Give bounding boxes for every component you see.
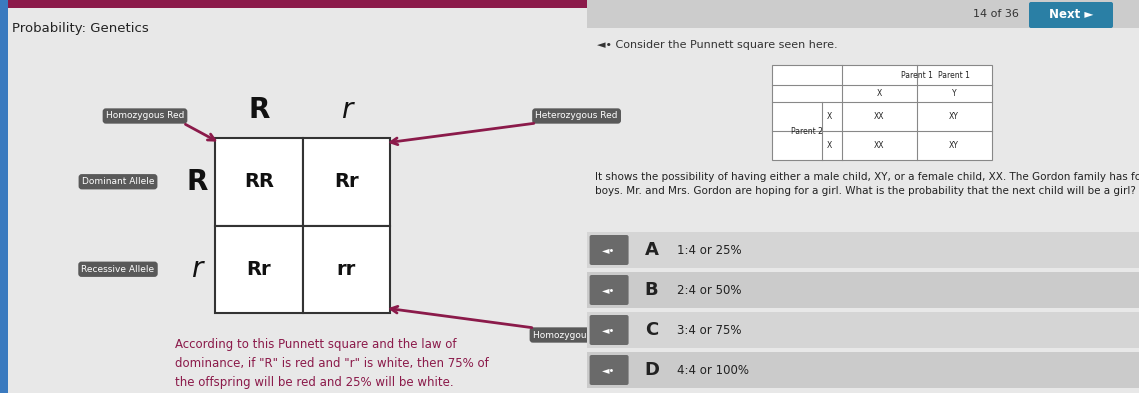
Text: X: X (827, 141, 833, 150)
Text: XY: XY (949, 112, 959, 121)
Text: According to this Punnett square and the law of
dominance, if "R" is red and "r": According to this Punnett square and the… (175, 338, 489, 389)
Text: ◄•: ◄• (603, 325, 616, 335)
Text: Next ►: Next ► (1049, 9, 1093, 22)
FancyBboxPatch shape (590, 235, 629, 265)
Text: Parent 2: Parent 2 (790, 127, 822, 136)
FancyBboxPatch shape (590, 355, 629, 385)
Bar (587, 232, 1139, 268)
Text: r: r (341, 96, 352, 124)
Text: 14 of 36: 14 of 36 (973, 9, 1019, 19)
Text: Y: Y (952, 89, 957, 98)
Text: Homozygous Red: Homozygous Red (106, 112, 185, 121)
Bar (215, 226, 303, 313)
Text: XX: XX (874, 141, 884, 150)
Text: ◄•: ◄• (603, 245, 616, 255)
Text: R: R (248, 96, 270, 124)
Bar (215, 138, 303, 226)
Text: ◄•: ◄• (603, 285, 616, 295)
Text: A: A (645, 241, 658, 259)
Text: Homozygous White: Homozygous White (533, 331, 621, 340)
Text: Heterozygous Red: Heterozygous Red (535, 112, 617, 121)
Bar (587, 312, 1139, 348)
Bar (587, 0, 1139, 28)
Bar (587, 272, 1139, 308)
Text: rr: rr (337, 260, 355, 279)
Text: Parent 1: Parent 1 (901, 70, 933, 79)
Text: X: X (827, 112, 833, 121)
Text: Recessive Allele: Recessive Allele (81, 265, 155, 274)
Text: XX: XX (874, 112, 884, 121)
Text: Dominant Allele: Dominant Allele (82, 177, 154, 186)
Bar (303, 138, 390, 226)
Text: 4:4 or 100%: 4:4 or 100% (677, 364, 748, 376)
Text: It shows the possibility of having either a male child, XY, or a female child, X: It shows the possibility of having eithe… (595, 172, 1139, 196)
Text: XY: XY (949, 141, 959, 150)
Text: C: C (645, 321, 658, 339)
Bar (303, 226, 390, 313)
Text: Rr: Rr (246, 260, 271, 279)
FancyBboxPatch shape (1029, 2, 1113, 28)
Text: Parent 1: Parent 1 (939, 70, 970, 79)
Bar (587, 352, 1139, 388)
Bar (8, 0, 587, 8)
FancyBboxPatch shape (590, 315, 629, 345)
Text: Probability: Genetics: Probability: Genetics (13, 22, 149, 35)
Text: D: D (644, 361, 659, 379)
Text: Rr: Rr (334, 172, 359, 191)
FancyBboxPatch shape (590, 275, 629, 305)
Text: 1:4 or 25%: 1:4 or 25% (677, 244, 741, 257)
Text: 3:4 or 75%: 3:4 or 75% (677, 323, 741, 336)
Bar (771, 65, 992, 160)
Text: r: r (191, 255, 203, 283)
Text: ◄• Consider the Punnett square seen here.: ◄• Consider the Punnett square seen here… (597, 40, 837, 50)
Text: RR: RR (244, 172, 273, 191)
Text: X: X (876, 89, 882, 98)
Bar (0, 0, 8, 393)
Text: B: B (645, 281, 658, 299)
Text: R: R (187, 168, 207, 196)
Text: ◄•: ◄• (603, 365, 616, 375)
Text: 2:4 or 50%: 2:4 or 50% (677, 283, 741, 296)
